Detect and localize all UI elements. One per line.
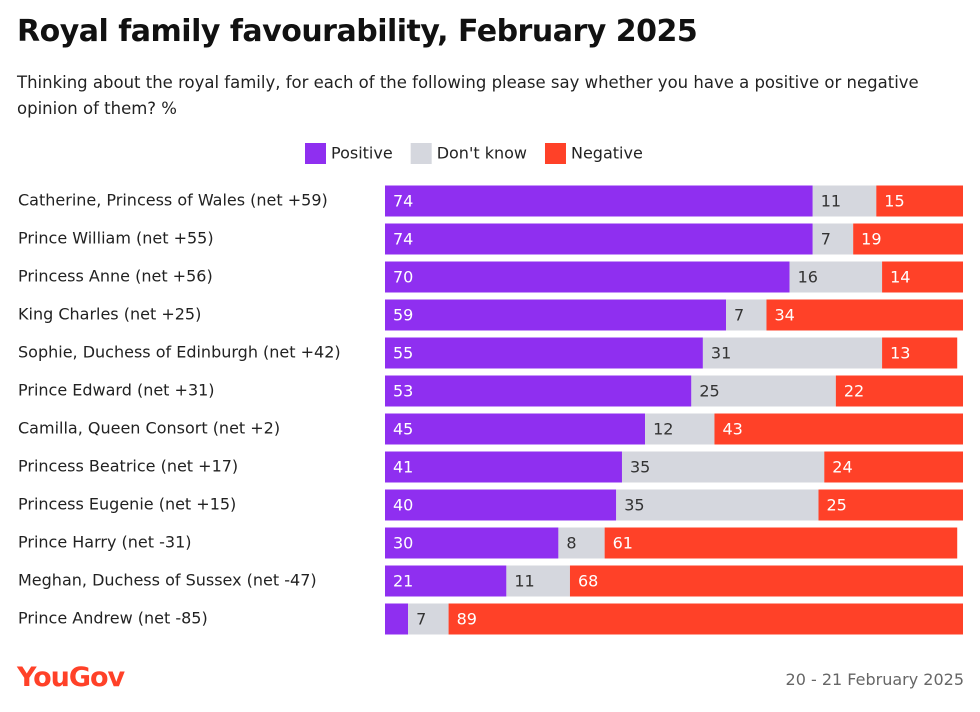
bar-segment (385, 261, 790, 293)
bar-segment (876, 185, 963, 217)
bar-segment (506, 565, 570, 597)
data-label: 21 (393, 572, 413, 591)
y-tick-label: Sophie, Duchess of Edinburgh (net +42) (18, 343, 341, 362)
data-label: 11 (514, 572, 534, 591)
data-label: 25 (699, 382, 719, 401)
legend-label: Positive (331, 144, 393, 163)
data-label: 14 (890, 268, 910, 287)
data-label: 74 (393, 230, 413, 249)
bar-segment (385, 413, 646, 445)
bar-segment (812, 223, 854, 255)
data-label: 19 (861, 230, 881, 249)
bar-segment (691, 375, 836, 407)
y-tick-label: Prince Harry (net -31) (18, 533, 191, 552)
bar-segment (621, 451, 825, 483)
data-label: 16 (798, 268, 818, 287)
bar-segment (385, 527, 559, 559)
bar-segment (714, 413, 963, 445)
bar-segment (645, 413, 715, 445)
data-label: 68 (578, 572, 598, 591)
data-label: 7 (734, 306, 744, 325)
bar-segment (385, 185, 813, 217)
data-label: 45 (393, 420, 413, 439)
logo: YouGov (17, 662, 125, 693)
bar-segment (726, 299, 767, 331)
data-label: 31 (711, 344, 731, 363)
bar-segment (385, 565, 507, 597)
bar-segment (766, 299, 963, 331)
data-label: 74 (393, 192, 413, 211)
y-tick-label: Prince Edward (net +31) (18, 381, 215, 400)
y-tick-label: Camilla, Queen Consort (net +2) (18, 419, 280, 438)
data-label: 53 (393, 382, 413, 401)
y-tick-label: Princess Anne (net +56) (18, 267, 213, 286)
y-tick-label: Princess Beatrice (net +17) (18, 457, 238, 476)
data-label: 7 (821, 230, 831, 249)
bar-segment (616, 489, 819, 521)
bar-segment (385, 375, 692, 407)
data-label: 11 (821, 192, 841, 211)
bar-segment (385, 223, 813, 255)
bar-segment (448, 603, 964, 635)
y-tick-label: Meghan, Duchess of Sussex (net -47) (18, 571, 317, 590)
bar-segment (853, 223, 963, 255)
data-label: 15 (884, 192, 904, 211)
data-label: 24 (832, 458, 852, 477)
data-label: 89 (457, 610, 477, 629)
bar-segment (385, 299, 727, 331)
bar-segment (604, 527, 958, 559)
y-tick-label: Prince William (net +55) (18, 229, 214, 248)
data-label: 12 (653, 420, 673, 439)
bar-segment (812, 185, 877, 217)
data-label: 35 (624, 496, 644, 515)
legend-swatch (544, 143, 566, 164)
y-tick-label: King Charles (net +25) (18, 305, 201, 324)
legend-swatch (410, 143, 432, 164)
data-label: 35 (630, 458, 650, 477)
bar-segment (385, 451, 622, 483)
data-label: 59 (393, 306, 413, 325)
bar-segment (385, 603, 409, 635)
data-label: 25 (827, 496, 847, 515)
data-label: 70 (393, 268, 413, 287)
bar-segment (789, 261, 883, 293)
bar-segment (385, 337, 703, 369)
bar-segment (558, 527, 605, 559)
legend-label: Don't know (437, 144, 527, 163)
bar-segment (818, 489, 963, 521)
bar-segment (882, 261, 963, 293)
bar-segment (385, 489, 617, 521)
chart-title: Royal family favourability, February 202… (17, 14, 698, 49)
y-tick-label: Prince Andrew (net -85) (18, 609, 208, 628)
data-label: 40 (393, 496, 413, 515)
chart-subtitle: Thinking about the royal family, for eac… (17, 73, 919, 118)
data-label: 30 (393, 534, 413, 553)
bar-segment (702, 337, 883, 369)
bar-segment (824, 451, 963, 483)
y-tick-label: Princess Eugenie (net +15) (18, 495, 236, 514)
data-label: 61 (613, 534, 633, 553)
data-label: 22 (844, 382, 864, 401)
data-label: 13 (890, 344, 910, 363)
bar-segment (882, 337, 958, 369)
y-tick-label: Catherine, Princess of Wales (net +59) (18, 191, 328, 210)
legend-label: Negative (571, 144, 643, 163)
data-label: 55 (393, 344, 413, 363)
data-label: 7 (416, 610, 426, 629)
data-label: 43 (722, 420, 742, 439)
data-label: 34 (774, 306, 794, 325)
bar-segment (835, 375, 963, 407)
bar-segment (569, 565, 963, 597)
data-label: 41 (393, 458, 413, 477)
bar-segment (408, 603, 449, 635)
data-label: 8 (566, 534, 576, 553)
date-note: 20 - 21 February 2025 (785, 670, 964, 689)
legend-swatch (305, 143, 326, 164)
